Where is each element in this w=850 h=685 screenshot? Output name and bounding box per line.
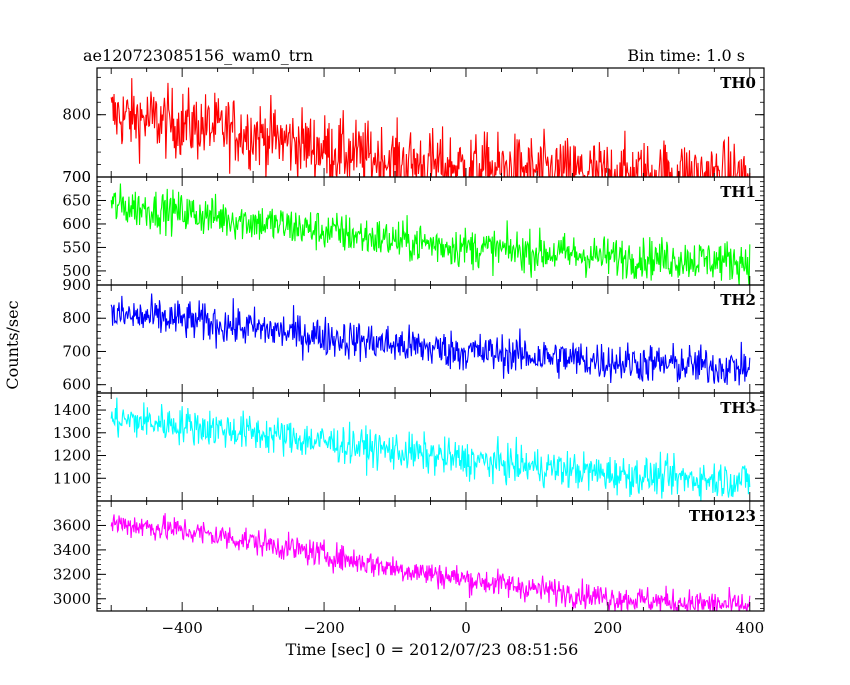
series-line-th0 [110,78,751,177]
y-tick-label-th2: 600 [62,376,91,394]
y-tick-label-th0123: 3200 [53,565,91,583]
panel-th3: 1100 1200 1300 1400 TH3 [53,392,765,502]
x-tick-label: −200 [303,619,344,637]
panel-th2: 600 700 800 900 TH2 [62,276,765,394]
y-tick-label-th1: 500 [62,262,91,280]
y-tick-label-th0123: 3600 [53,516,91,534]
y-tick-label-th2: 700 [62,342,91,360]
y-tick-label-th0: 800 [62,106,91,124]
x-tick-label: 0 [461,619,471,637]
panels-group: 700 800 TH0 500 550 600 650 700 TH1 600 700 800 900 T… [53,67,765,637]
y-tick-label-th1: 700 [62,168,91,186]
y-axis-title: Counts/sec [3,300,22,389]
y-tick-label-th0123: 3000 [53,590,91,608]
y-tick-label-th0123: 3400 [53,541,91,559]
y-tick-label-th0: 700 [62,168,91,186]
x-tick-label: 400 [735,619,764,637]
channel-label-th2: TH2 [720,291,756,309]
channel-label-th3: TH3 [720,399,756,417]
x-tick-label: −400 [162,619,203,637]
observation-id-label: ae120723085156_wam0_trn [83,46,313,65]
series-line-th0123 [110,513,751,611]
x-tick-label: 200 [594,619,623,637]
panel-th0: 700 800 TH0 [62,67,765,186]
y-tick-label-th3: 1100 [53,469,91,487]
y-tick-label-th1: 650 [62,191,91,209]
y-tick-label-th3: 1300 [53,424,91,442]
y-tick-label-th2: 900 [62,276,91,294]
series-line-th1 [110,183,751,285]
channel-label-th1: TH1 [720,183,756,201]
series-line-th2 [110,293,751,386]
y-tick-label-th1: 550 [62,238,91,256]
y-tick-label-th3: 1200 [53,447,91,465]
bin-time-label: Bin time: 1.0 s [627,46,745,65]
series-line-th3 [110,397,751,501]
y-tick-label-th1: 600 [62,215,91,233]
y-tick-label-th2: 800 [62,309,91,327]
x-axis-title: Time [sec] 0 = 2012/07/23 08:51:56 [286,640,579,659]
y-tick-label-th3: 1400 [53,401,91,419]
channel-label-th0123: TH0123 [689,507,756,525]
channel-label-th0: TH0 [720,74,756,92]
panel-th0123: 3000 3200 3400 3600 TH0123 [53,500,765,612]
